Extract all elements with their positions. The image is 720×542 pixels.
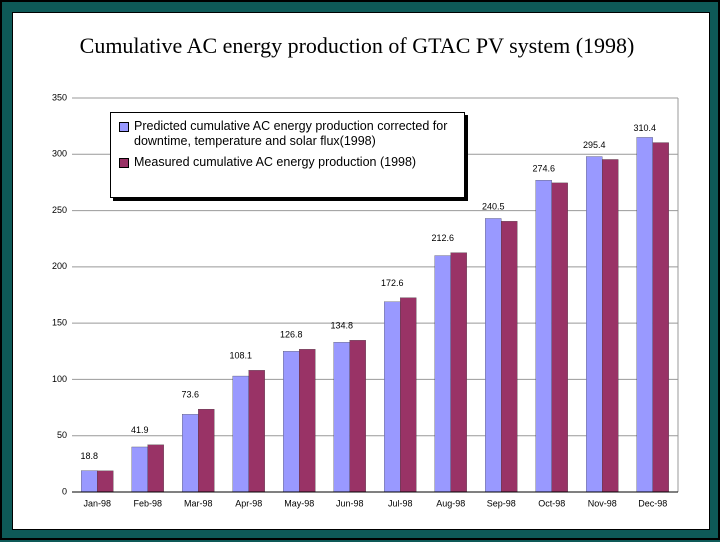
bar <box>636 137 653 493</box>
bar <box>147 444 164 493</box>
legend-item: Predicted cumulative AC energy productio… <box>119 119 458 149</box>
legend: Predicted cumulative AC energy productio… <box>110 112 465 198</box>
x-tick-label: Dec-98 <box>638 498 667 508</box>
x-tick-label: Oct-98 <box>538 498 565 508</box>
bar <box>248 370 265 493</box>
x-tick-label: Nov-98 <box>588 498 617 508</box>
bar <box>602 159 619 493</box>
bar <box>551 182 568 493</box>
legend-label: Measured cumulative AC energy production… <box>134 155 417 169</box>
legend-label: Predicted cumulative AC energy productio… <box>134 119 448 148</box>
data-label: 212.6 <box>431 233 454 243</box>
y-tick-label: 200 <box>52 261 67 271</box>
bar <box>299 349 316 493</box>
bar <box>182 414 199 493</box>
x-tick-label: Feb-98 <box>133 498 162 508</box>
bar <box>384 301 401 493</box>
y-tick-label: 50 <box>57 430 67 440</box>
data-label: 295.4 <box>583 140 606 150</box>
bar <box>586 156 603 493</box>
bar <box>97 470 114 493</box>
bar <box>333 342 350 493</box>
x-tick-label: Apr-98 <box>235 498 262 508</box>
bar <box>400 297 417 493</box>
data-label: 108.1 <box>229 351 252 361</box>
legend-swatch <box>119 158 129 168</box>
bar <box>450 252 467 493</box>
bar <box>485 218 502 493</box>
bar <box>198 408 215 493</box>
y-tick-label: 250 <box>52 205 67 215</box>
data-label: 134.8 <box>330 321 353 331</box>
legend-item: Measured cumulative AC energy production… <box>119 155 458 170</box>
x-tick-label: Jul-98 <box>388 498 413 508</box>
x-tick-label: Jan-98 <box>83 498 111 508</box>
data-label: 73.6 <box>181 390 199 400</box>
bar <box>349 340 366 493</box>
chart-title: Cumulative AC energy production of GTAC … <box>80 33 635 58</box>
y-tick-label: 150 <box>52 318 67 328</box>
bar <box>652 142 669 493</box>
bar <box>501 221 518 493</box>
bar <box>81 470 98 493</box>
data-label: 18.8 <box>80 451 98 461</box>
x-tick-label: Sep-98 <box>487 498 516 508</box>
bar <box>434 255 451 493</box>
y-tick-label: 300 <box>52 149 67 159</box>
bar <box>232 375 249 493</box>
x-tick-label: Aug-98 <box>436 498 465 508</box>
data-label: 41.9 <box>131 425 149 435</box>
bar <box>283 351 300 493</box>
x-tick-label: Mar-98 <box>184 498 213 508</box>
x-tick-label: Jun-98 <box>336 498 364 508</box>
bar <box>131 446 148 493</box>
y-tick-label: 100 <box>52 374 67 384</box>
y-tick-label: 350 <box>52 92 67 102</box>
data-label: 274.6 <box>532 163 555 173</box>
x-tick-label: May-98 <box>284 498 314 508</box>
data-label: 126.8 <box>280 330 303 340</box>
data-label: 240.5 <box>482 202 505 212</box>
data-label: 310.4 <box>633 123 656 133</box>
y-tick-label: 0 <box>62 486 67 496</box>
bar <box>535 180 552 493</box>
legend-swatch <box>119 122 129 132</box>
data-label: 172.6 <box>381 278 404 288</box>
